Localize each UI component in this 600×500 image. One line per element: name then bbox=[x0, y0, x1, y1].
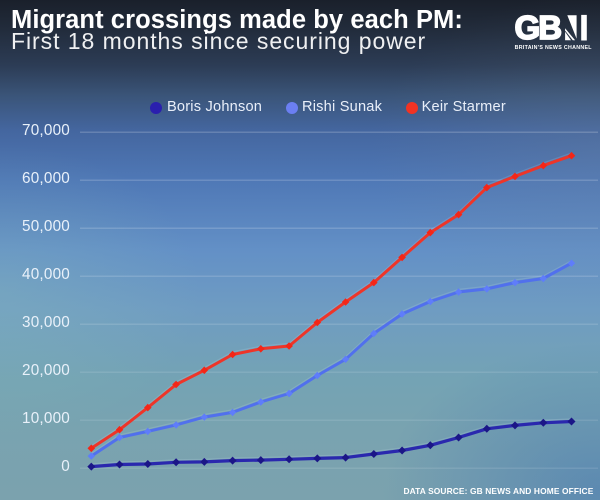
svg-text:BRITAIN'S NEWS CHANNEL: BRITAIN'S NEWS CHANNEL bbox=[515, 45, 593, 51]
svg-text:GB: GB bbox=[515, 9, 562, 46]
